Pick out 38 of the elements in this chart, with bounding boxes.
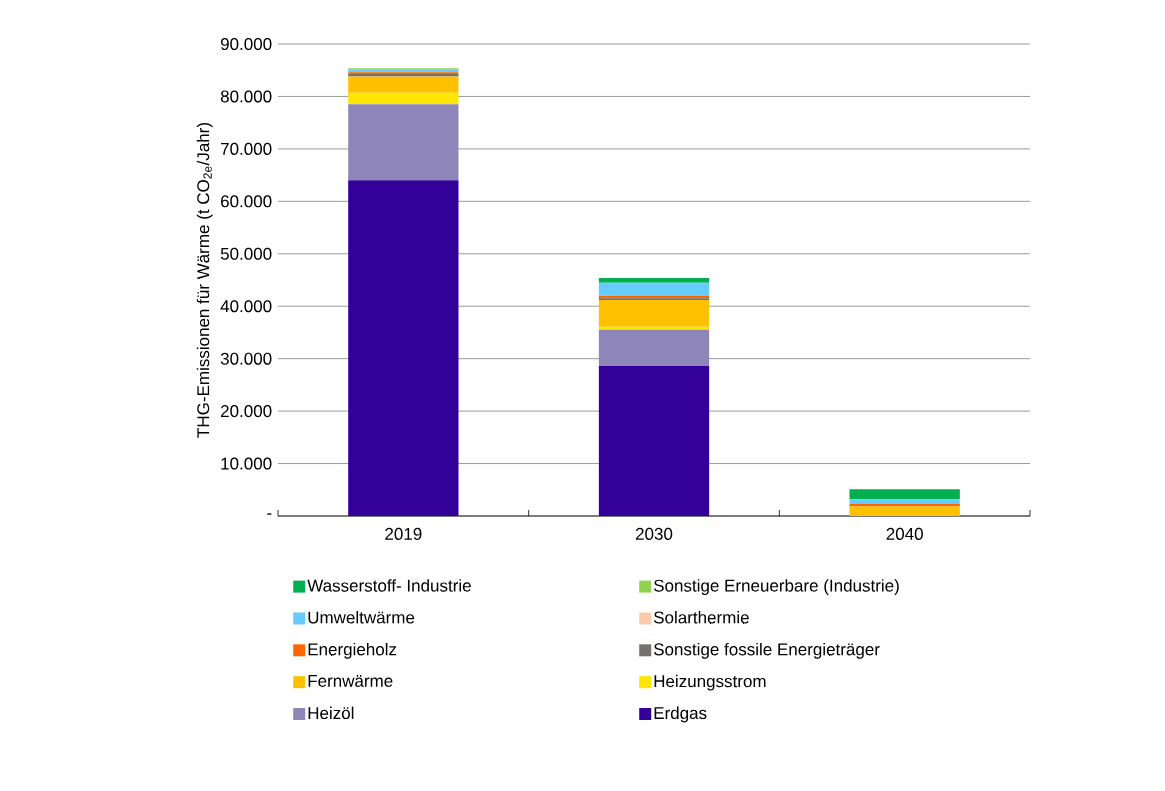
y-tick-label: 20.000 [221, 405, 272, 418]
legend-label: Sonstige fossile Energieträger [653, 642, 880, 659]
bar [598, 366, 710, 516]
legend-label: Umweltwärme [308, 611, 415, 624]
y-tick-label: 30.000 [220, 352, 272, 365]
y-tick-label: 90.000 [220, 37, 272, 51]
bar [598, 329, 710, 367]
y-tick-label: 10.000 [221, 457, 272, 470]
bar [849, 489, 960, 500]
legend-label: Erdgas [654, 706, 707, 723]
bar [598, 282, 710, 296]
bar [598, 299, 710, 327]
y-tick-label: 60.000 [221, 195, 272, 208]
legend-label: Heizungsstrom [654, 674, 766, 691]
legend-label: Solarthermie [653, 611, 749, 624]
y-axis-title: THG-Emissionen für Wärme (t CO$_{2e}$/Jahr) [196, 123, 213, 438]
x-tick-label: 2030 [635, 527, 673, 540]
y-tick-label: 50.000 [220, 247, 272, 260]
legend-label: Heizöl [308, 706, 354, 720]
bar [849, 499, 960, 504]
legend-label: Sonstige Erneuerbare (Industrie) [653, 579, 899, 596]
bar [598, 326, 710, 330]
legend-label: Wasserstoff- Industrie [307, 579, 471, 592]
bar [598, 277, 710, 283]
y-tick-label: 70.000 [221, 142, 272, 155]
y-tick-label: 80.000 [220, 90, 272, 103]
bar [348, 104, 459, 181]
x-tick-label: 2019 [385, 527, 422, 540]
y-tick-label: 40.000 [220, 300, 272, 313]
bar [849, 506, 960, 516]
bar [348, 92, 459, 105]
y-tick-label: - [267, 513, 272, 515]
x-tick-label: 2040 [886, 527, 923, 540]
legend-label: Fernwärme [308, 675, 393, 687]
bar [348, 180, 459, 516]
bar [849, 503, 960, 507]
bar [348, 76, 459, 93]
legend-label: Energieholz [308, 642, 397, 659]
